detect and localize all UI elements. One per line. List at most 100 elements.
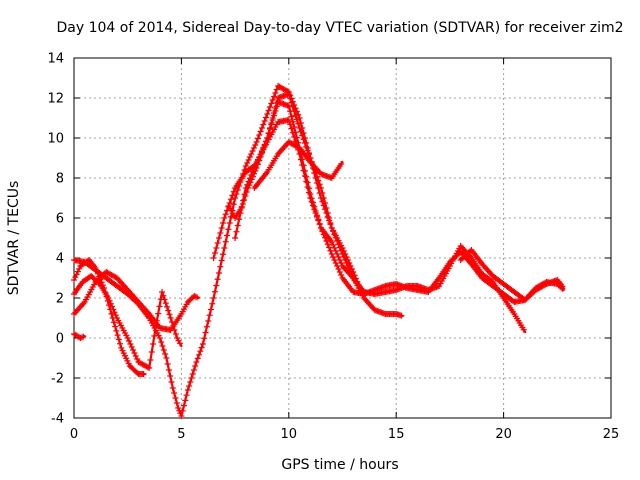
data-point-marker [559, 283, 566, 290]
data-point-marker [211, 250, 218, 256]
data-point-marker [168, 319, 175, 325]
data-point-marker [152, 325, 159, 331]
data-point-marker [338, 260, 345, 266]
data-point-marker [162, 300, 169, 307]
data-point-marker [228, 196, 235, 203]
data-point-marker [150, 341, 157, 347]
data-point-marker [272, 105, 279, 111]
data-point-marker [213, 245, 220, 251]
data-point-marker [241, 197, 248, 203]
data-point-marker [171, 390, 178, 396]
chart-title: Day 104 of 2014, Sidereal Day-to-day VTE… [57, 20, 624, 36]
data-point-marker [265, 107, 272, 114]
data-point-marker [291, 134, 298, 140]
data-point-marker [73, 271, 80, 278]
data-point-marker [252, 167, 259, 174]
data-point-marker [230, 201, 237, 208]
data-point-marker [221, 245, 228, 251]
data-point-marker [312, 210, 319, 216]
data-point-marker [261, 118, 268, 124]
data-point-marker [117, 340, 124, 347]
data-point-marker [260, 121, 267, 128]
data-point-marker [350, 269, 357, 275]
data-point-marker [256, 157, 263, 164]
data-point-marker [303, 178, 310, 185]
data-point-marker [134, 356, 141, 362]
data-point-marker [315, 217, 322, 224]
data-point-marker [340, 248, 347, 254]
data-point-marker [110, 306, 117, 313]
data-point-marker [211, 288, 218, 295]
y-tick-label: 4 [56, 252, 64, 267]
data-point-marker [269, 97, 276, 103]
data-point-marker [316, 181, 323, 188]
data-point-marker [215, 235, 222, 241]
data-point-marker [398, 312, 405, 319]
data-point-marker [176, 340, 183, 347]
data-point-marker [186, 383, 193, 389]
data-point-marker [307, 155, 314, 161]
data-point-marker [258, 125, 265, 131]
x-tick-label: 10 [281, 427, 298, 442]
data-point-marker [355, 282, 362, 288]
x-tick-label: 15 [388, 427, 405, 442]
data-point-marker [299, 132, 306, 139]
data-point-marker [183, 392, 190, 399]
y-axis-label: SDTVAR / TECUs [6, 181, 22, 296]
data-point-marker [72, 274, 79, 281]
data-point-marker [249, 173, 256, 180]
data-point-marker [313, 213, 320, 220]
data-point-marker [180, 402, 187, 409]
plot-frame [73, 57, 612, 419]
data-point-marker [311, 206, 318, 213]
data-point-marker [249, 148, 256, 154]
data-point-marker [262, 114, 269, 121]
data-point-marker [221, 215, 228, 221]
data-point-marker [234, 222, 241, 229]
y-tick-label: 0 [56, 332, 64, 347]
data-point-marker [304, 147, 311, 154]
data-point-marker [308, 158, 315, 165]
data-point-marker [334, 251, 341, 257]
data-point-marker [288, 125, 295, 132]
data-point-marker [346, 260, 353, 266]
data-point-marker [167, 315, 174, 321]
data-point-marker [95, 279, 102, 286]
series-track-1 [71, 83, 405, 419]
data-point-marker [132, 353, 139, 359]
data-point-marker [312, 170, 319, 176]
data-point-marker [198, 344, 205, 351]
data-point-marker [326, 244, 333, 251]
data-point-marker [273, 86, 280, 93]
data-point-marker [201, 335, 208, 342]
data-point-marker [92, 265, 99, 271]
data-point-marker [356, 285, 363, 292]
data-point-marker [320, 195, 327, 201]
data-point-marker [264, 135, 271, 141]
y-tick-label: -2 [51, 372, 64, 387]
series-track-7 [232, 117, 527, 334]
data-point-marker [217, 263, 224, 270]
data-point-marker [313, 173, 320, 180]
data-point-marker [196, 351, 203, 358]
data-point-marker [76, 265, 83, 272]
data-point-marker [251, 170, 258, 177]
data-point-marker [300, 136, 307, 143]
data-point-marker [160, 292, 167, 299]
series-track-5 [71, 331, 87, 341]
data-point-marker [232, 235, 239, 241]
data-point-marker [332, 248, 339, 254]
data-point-marker [226, 220, 233, 226]
data-point-marker [167, 373, 174, 379]
data-point-marker [291, 108, 298, 114]
series-line [212, 100, 565, 304]
data-point-marker [520, 326, 527, 333]
data-point-marker [334, 263, 341, 269]
data-point-marker [222, 238, 229, 245]
data-point-marker [179, 407, 186, 414]
data-point-marker [322, 200, 329, 206]
data-point-marker [315, 177, 322, 184]
data-point-marker [311, 166, 318, 173]
data-point-marker [178, 413, 185, 419]
